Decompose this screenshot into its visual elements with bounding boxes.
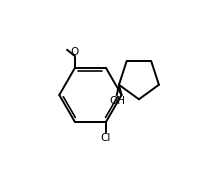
Text: O: O [71, 47, 79, 57]
Text: OH: OH [109, 96, 125, 106]
Text: Cl: Cl [101, 133, 111, 143]
